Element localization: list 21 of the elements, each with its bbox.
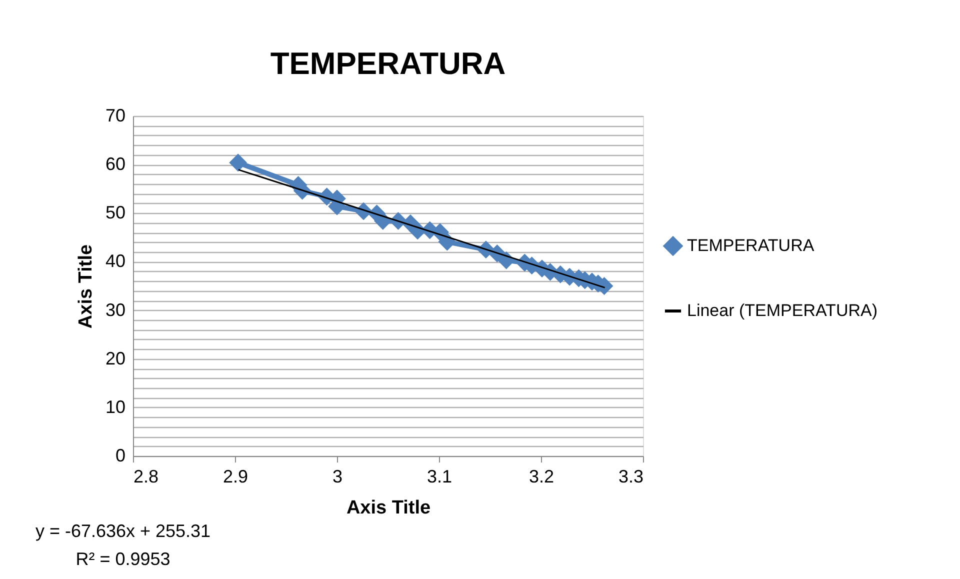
x-tick-label: 2.9 bbox=[222, 466, 248, 486]
y-tick-label: 50 bbox=[105, 202, 126, 223]
y-axis-title: Axis Title bbox=[75, 244, 96, 329]
y-tick-label: 10 bbox=[105, 396, 126, 417]
chart-title: TEMPERATURA bbox=[270, 46, 506, 81]
y-tick-label: 0 bbox=[115, 446, 126, 466]
y-tick-label: 40 bbox=[105, 251, 126, 272]
y-tick-label: 60 bbox=[105, 154, 126, 174]
y-tick-label: 70 bbox=[105, 106, 126, 126]
legend-label: TEMPERATURA bbox=[687, 236, 815, 255]
legend-label: Linear (TEMPERATURA) bbox=[687, 301, 878, 320]
x-tick-label: 3.2 bbox=[528, 466, 554, 486]
text: R² = 0.9953 bbox=[76, 549, 170, 569]
x-tick-label: 3.3 bbox=[618, 466, 644, 486]
x-tick-label: 3.1 bbox=[426, 466, 452, 486]
y-tick-label: 20 bbox=[105, 348, 126, 368]
text: y = -67.636x + 255.31 bbox=[35, 521, 211, 541]
y-tick-label: 30 bbox=[105, 300, 126, 320]
x-axis-title: Axis Title bbox=[346, 498, 431, 518]
x-tick-label: 2.8 bbox=[134, 466, 159, 486]
x-tick-label: 3 bbox=[332, 466, 343, 486]
